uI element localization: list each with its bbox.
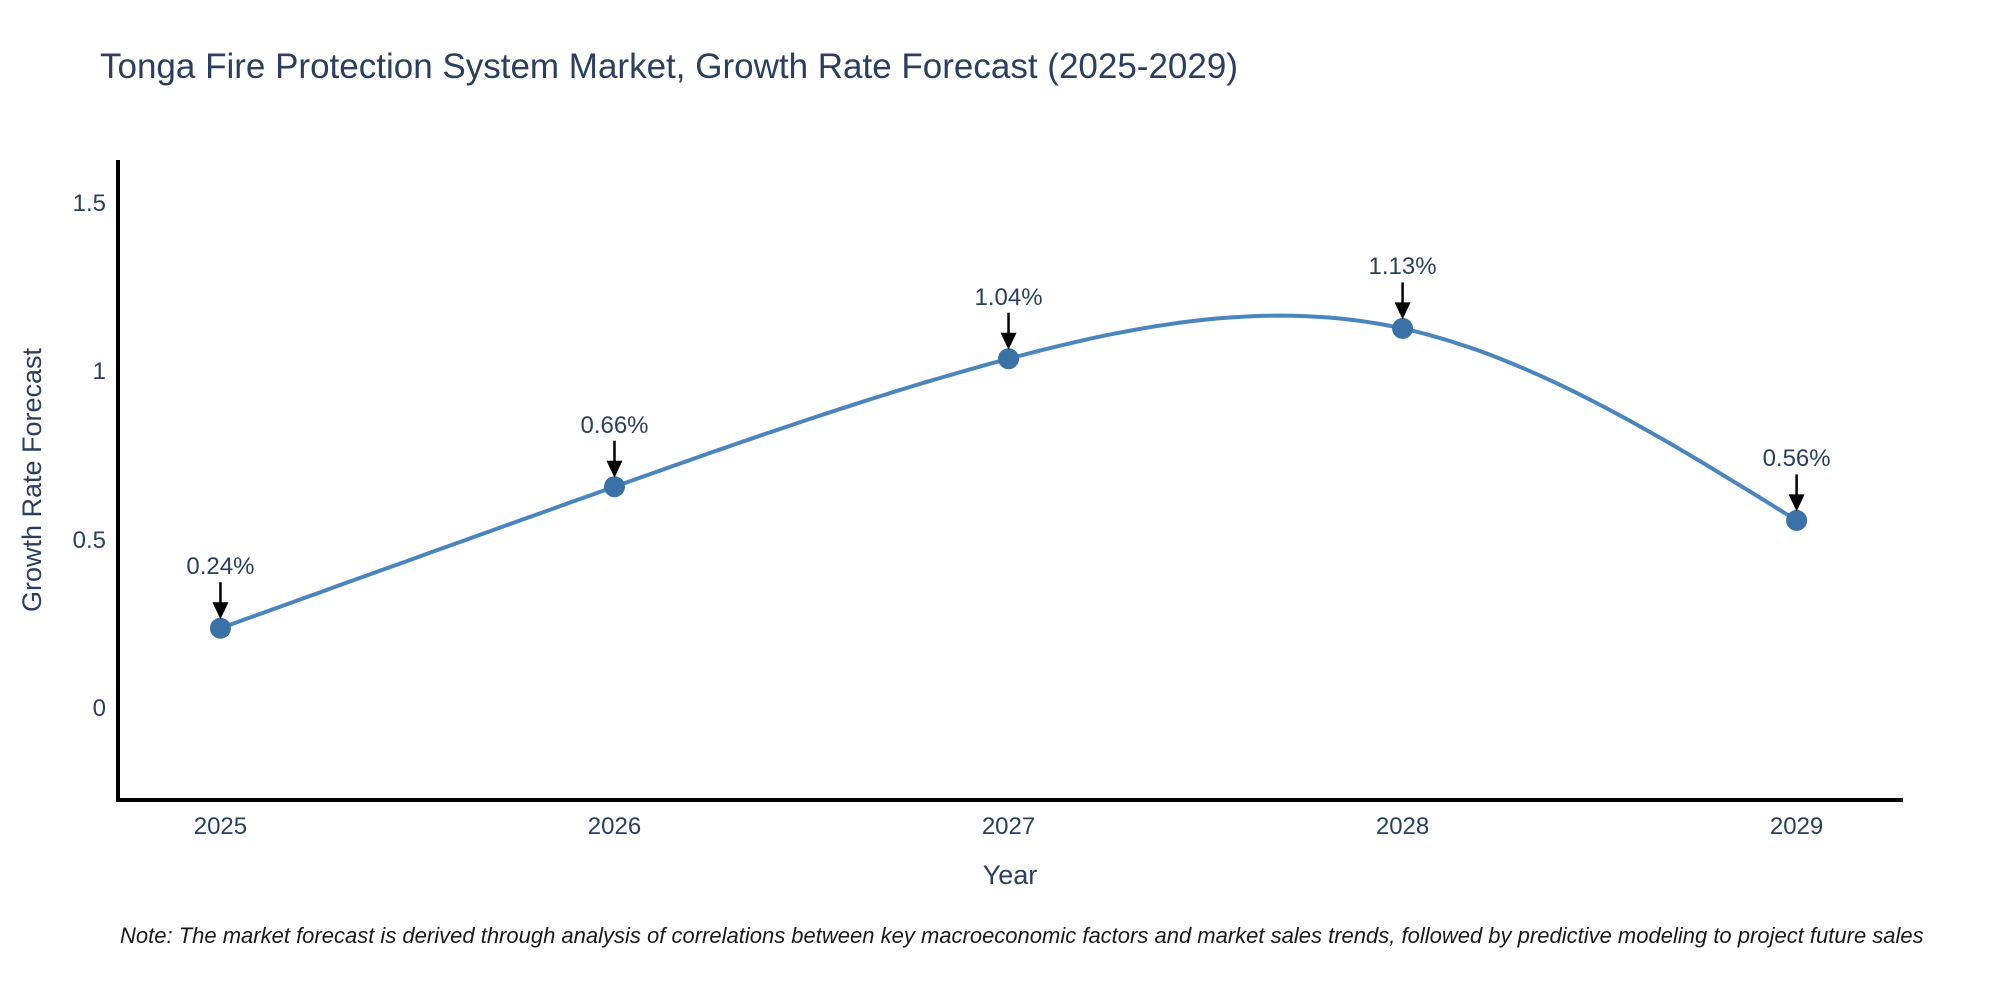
annotation-arrowhead (1788, 494, 1805, 512)
chart-title: Tonga Fire Protection System Market, Gro… (100, 47, 1238, 86)
y-tick-label: 0 (92, 695, 106, 723)
data-point-marker[interactable] (209, 617, 231, 639)
data-point-marker[interactable] (1392, 317, 1414, 339)
y-axis-title: Growth Rate Forecast (17, 347, 47, 613)
data-point-value-label: 0.66% (580, 411, 649, 439)
data-point-value-label: 0.24% (186, 553, 255, 581)
x-axis-title: Year (982, 860, 1038, 890)
x-tick-label: 2029 (1769, 813, 1824, 840)
data-point-value-label: 1.04% (974, 283, 1043, 311)
x-tick-label: 2028 (1375, 813, 1430, 840)
x-tick-label: 2027 (981, 813, 1036, 840)
data-point-value-label: 1.13% (1368, 253, 1437, 281)
data-point-marker[interactable] (1786, 509, 1808, 531)
y-tick-label: 1 (92, 358, 106, 386)
x-tick-label: 2026 (587, 813, 642, 840)
annotation-arrowhead (606, 460, 623, 478)
x-tick-label: 2025 (193, 813, 248, 840)
data-point-marker[interactable] (603, 476, 625, 498)
y-tick-label: 0.5 (72, 526, 106, 554)
data-point-value-label: 0.56% (1762, 445, 1831, 473)
chart-footnote: Note: The market forecast is derived thr… (120, 923, 1924, 948)
y-tick-label: 1.5 (72, 189, 106, 217)
annotation-arrowhead (1000, 332, 1017, 350)
data-point-marker[interactable] (998, 348, 1020, 370)
annotation-arrowhead (1394, 302, 1411, 320)
annotation-arrowhead (212, 602, 229, 620)
